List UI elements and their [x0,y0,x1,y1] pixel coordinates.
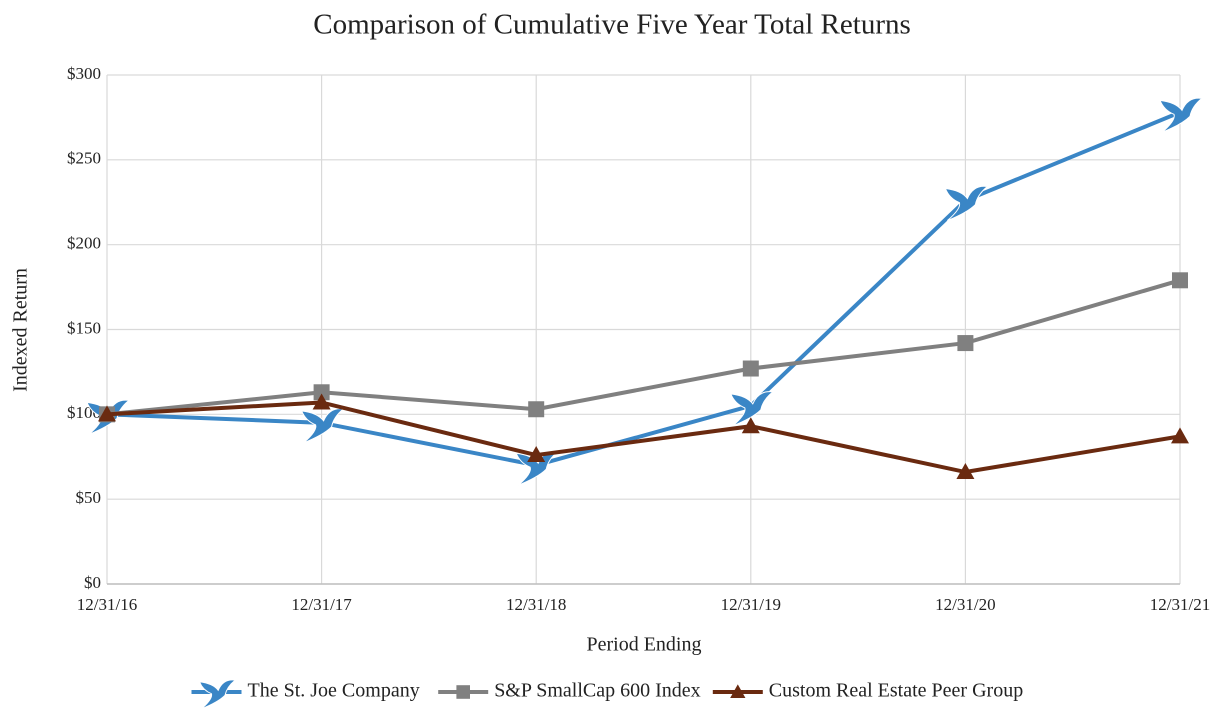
x-tick-label: 12/31/17 [291,595,352,614]
chart-title: Comparison of Cumulative Five Year Total… [313,9,911,41]
marker [944,185,989,222]
y-tick-label: $250 [67,149,101,168]
marker [1172,272,1188,289]
marker [98,405,116,422]
marker [300,408,345,444]
marker [1171,427,1189,444]
legend-label: The St. Joe Company [248,680,420,702]
series-line [106,278,1181,417]
marker [456,685,470,699]
marker [1159,97,1204,133]
legend-label: S&P SmallCap 600 Index [494,680,700,702]
series-line [106,400,1181,475]
x-tick-label: 12/31/18 [506,595,566,614]
marker [312,393,331,410]
y-tick-label: $200 [67,234,101,253]
marker [742,360,759,377]
marker [527,446,546,463]
series-line [106,110,1181,468]
y-tick-label: $50 [76,488,102,507]
marker [730,391,775,427]
x-axis-label: Period Ending [587,634,702,656]
x-tick-label: 12/31/19 [721,595,781,614]
x-tick-label: 12/31/20 [935,595,995,614]
marker [515,450,560,486]
marker [528,401,545,418]
marker [198,679,237,709]
y-tick-label: $0 [84,573,101,592]
y-axis-label: Indexed Return [10,268,32,392]
marker [957,335,974,352]
marker [741,417,760,434]
x-tick-label: 12/31/16 [77,595,137,614]
legend-label: Custom Real Estate Peer Group [769,680,1023,702]
x-tick-label: 12/31/21 [1150,595,1210,614]
y-tick-label: $150 [67,318,101,337]
marker [313,384,330,401]
marker [730,684,746,698]
y-tick-label: $300 [67,64,101,83]
marker [956,463,975,480]
